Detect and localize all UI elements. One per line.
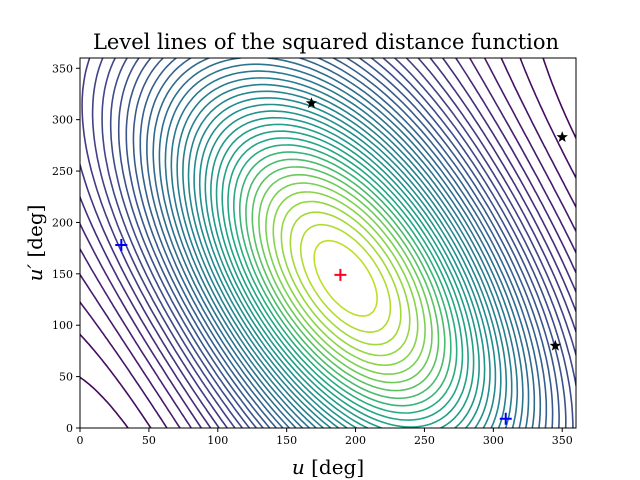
star-marker: [549, 339, 561, 351]
contour-level-line: [125, 58, 560, 428]
contour-level-line: [80, 58, 576, 428]
contour-level-line: [158, 58, 530, 428]
contour-level-line: [80, 58, 576, 428]
contour-level-line: [117, 58, 567, 428]
contour-level-line: [289, 211, 402, 346]
contour-level-line: [313, 239, 378, 317]
y-tick-label: 200: [52, 216, 73, 229]
plot-frame: [79, 57, 577, 429]
contour-level-line: [152, 58, 536, 428]
contour-level-line: [265, 182, 426, 375]
contour-level-line: [182, 83, 508, 428]
x-tick-label: 300: [483, 434, 504, 447]
star-marker: [305, 97, 318, 109]
contour-level-line: [193, 97, 497, 428]
contour-level-line: [187, 90, 502, 428]
contour-level-line: [215, 123, 475, 428]
contour-level-line: [272, 191, 419, 366]
contour-level-line: [80, 58, 576, 428]
contour-level-line: [80, 58, 576, 428]
contour-level-line: [80, 58, 576, 428]
contour-level-line: [210, 116, 480, 428]
y-tick-label: 50: [59, 371, 73, 384]
x-axis-ticks: 0 50 100 150 200 250 300 350: [77, 428, 573, 447]
contour-level-line: [239, 151, 452, 407]
contour-level-line: [80, 58, 576, 428]
contour-level-line: [204, 110, 486, 428]
contour-level-line: [81, 58, 576, 428]
contour-level-line: [139, 58, 548, 428]
plus-marker: [334, 268, 347, 281]
contour-level-line: [91, 58, 576, 428]
contour-level-line: [80, 58, 576, 428]
contour-level-line: [132, 58, 554, 428]
x-axis-label: u [deg]: [292, 455, 364, 479]
y-axis-ticks: 0 50 100 150 200 250 300 350: [52, 62, 80, 435]
y-tick-label: 300: [52, 114, 73, 127]
contour-level-line: [227, 137, 464, 421]
contour-level-line: [245, 158, 446, 400]
y-axis-label: u′ [deg]: [23, 205, 47, 282]
contour-level-line: [170, 70, 519, 428]
contour-level-line: [258, 174, 433, 384]
contour-lines: [80, 58, 576, 428]
plus-marker: [499, 412, 512, 425]
y-tick-label: 250: [52, 165, 73, 178]
contour-level-line: [280, 200, 411, 357]
y-tick-label: 100: [52, 319, 73, 332]
contour-level-line: [176, 77, 513, 428]
contour-level-line: [299, 223, 392, 333]
x-tick-label: 350: [552, 434, 573, 447]
x-tick-label: 150: [276, 434, 297, 447]
contour-level-line: [101, 58, 576, 428]
x-tick-label: 250: [414, 434, 435, 447]
contour-level-line: [233, 144, 458, 414]
contour-level-line: [164, 63, 524, 428]
y-tick-label: 350: [52, 62, 73, 75]
contour-level-line: [221, 130, 469, 428]
critical-point-markers: [115, 97, 568, 425]
x-tick-label: 0: [77, 434, 84, 447]
x-tick-label: 200: [345, 434, 366, 447]
x-tick-label: 100: [207, 434, 228, 447]
y-tick-label: 150: [52, 268, 73, 281]
contour-level-line: [198, 103, 491, 428]
chart-title: Level lines of the squared distance func…: [93, 30, 559, 54]
y-tick-label: 0: [66, 422, 73, 435]
plus-marker: [115, 239, 128, 252]
star-marker: [556, 131, 568, 142]
x-tick-label: 50: [142, 434, 156, 447]
contour-level-line: [80, 58, 576, 428]
contour-level-line: [251, 166, 440, 392]
contour-level-line: [146, 58, 542, 428]
